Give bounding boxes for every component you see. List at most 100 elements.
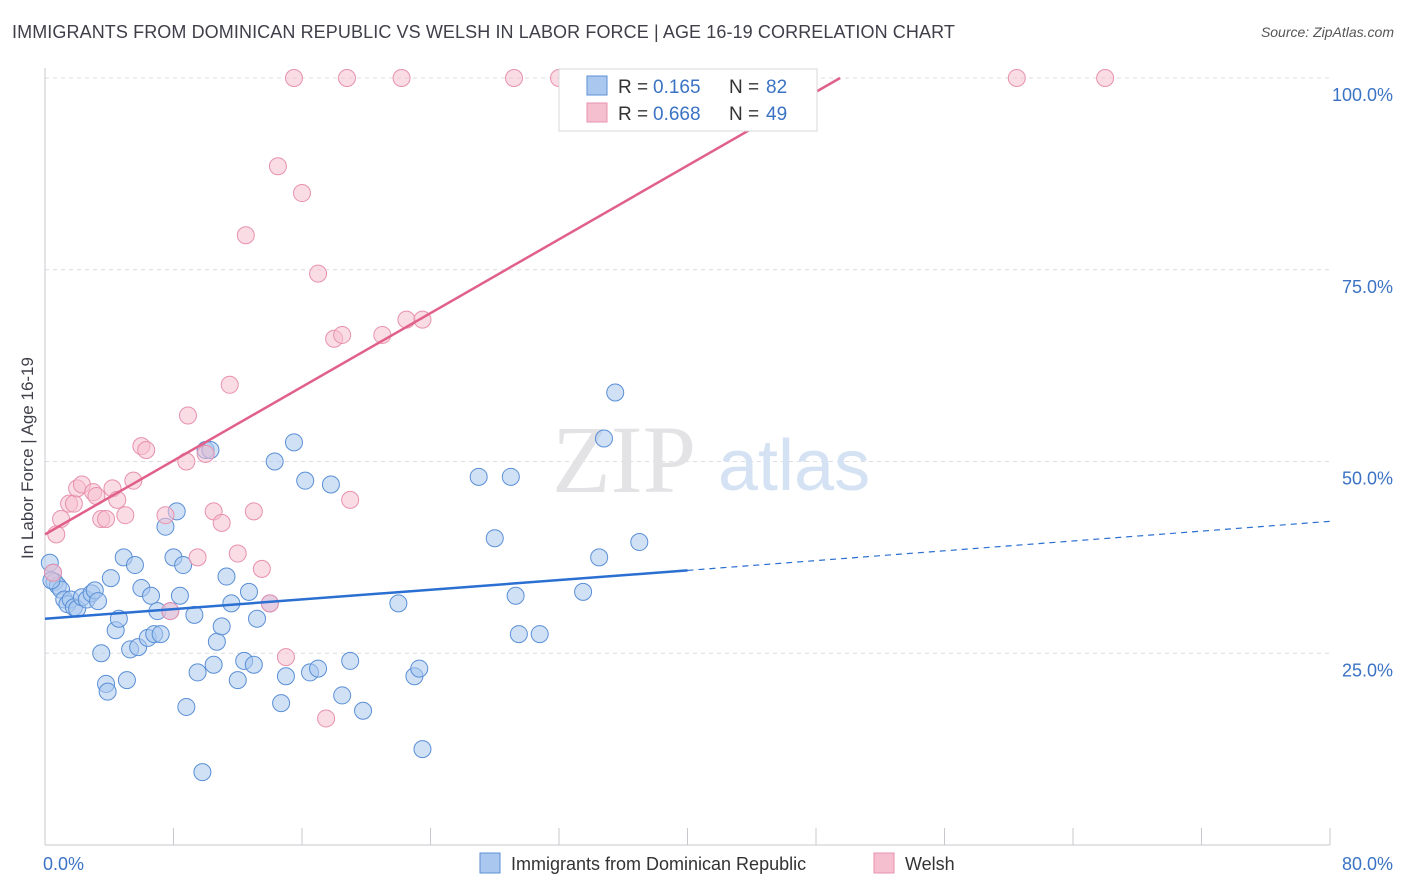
point-dominican-69 bbox=[413, 740, 432, 759]
x-tick-labels: 0.0% 80.0% bbox=[43, 854, 1393, 874]
point-dominican-15 bbox=[92, 644, 111, 663]
point-dominican-51 bbox=[239, 582, 258, 601]
point-welsh-16 bbox=[137, 440, 156, 459]
point-welsh-24 bbox=[212, 513, 231, 532]
trend-lines bbox=[44, 76, 1331, 620]
bottom-legend-label-welsh: Welsh bbox=[905, 854, 955, 874]
point-dominican-41 bbox=[193, 763, 212, 782]
point-welsh-43 bbox=[337, 69, 356, 87]
point-dominican-40 bbox=[188, 663, 207, 682]
point-welsh-31 bbox=[268, 157, 287, 176]
point-dominican-31 bbox=[151, 625, 170, 644]
point-dominican-75 bbox=[530, 625, 549, 644]
point-welsh-37 bbox=[333, 325, 352, 344]
point-dominican-38 bbox=[177, 697, 196, 716]
y-tick-label-1: 50.0% bbox=[1342, 469, 1393, 489]
point-dominican-64 bbox=[341, 651, 360, 670]
legend-box: R = 0.165 N = 82 R = 0.668 N = 49 bbox=[558, 68, 818, 132]
point-dominican-72 bbox=[501, 467, 520, 486]
y-axis-label: In Labor Force | Age 16-19 bbox=[18, 357, 37, 559]
bottom-legend-swatch-dominican bbox=[479, 852, 501, 874]
point-dominican-76 bbox=[574, 582, 593, 601]
legend-n-value-2: 49 bbox=[766, 104, 787, 125]
point-dominican-52 bbox=[244, 655, 263, 674]
point-welsh-4 bbox=[64, 494, 83, 513]
point-dominican-49 bbox=[228, 671, 247, 690]
point-dominican-74 bbox=[509, 625, 528, 644]
point-dominican-18 bbox=[101, 569, 120, 588]
point-welsh-38 bbox=[341, 490, 360, 509]
point-dominican-78 bbox=[594, 429, 613, 448]
point-welsh-47 bbox=[1007, 69, 1026, 87]
x-tick-label-0: 0.0% bbox=[43, 854, 84, 874]
point-dominican-61 bbox=[309, 659, 328, 678]
point-welsh-0 bbox=[44, 563, 63, 582]
point-dominican-70 bbox=[469, 467, 488, 486]
watermark: ZIP atlas bbox=[552, 406, 870, 513]
point-dominican-63 bbox=[333, 686, 352, 705]
point-dominican-65 bbox=[354, 701, 373, 720]
x-tick-label-1: 80.0% bbox=[1342, 854, 1393, 874]
chart-title: IMMIGRANTS FROM DOMINICAN REPUBLIC VS WE… bbox=[12, 22, 955, 42]
point-dominican-45 bbox=[207, 632, 226, 651]
legend-n-value-1: 82 bbox=[766, 77, 787, 98]
point-welsh-48 bbox=[1096, 69, 1115, 87]
bottom-legend-swatch-welsh bbox=[873, 852, 895, 874]
point-dominican-22 bbox=[117, 671, 136, 690]
point-welsh-18 bbox=[161, 602, 180, 621]
point-dominican-73 bbox=[506, 586, 525, 605]
axes bbox=[44, 68, 1331, 846]
legend-n-label-1: N = bbox=[729, 77, 759, 98]
trend-line-dominican bbox=[44, 569, 688, 620]
trend-line-welsh bbox=[44, 76, 841, 536]
point-dominican-59 bbox=[296, 471, 315, 490]
point-dominican-14 bbox=[89, 592, 108, 611]
y-tick-label-3: 100.0% bbox=[1332, 85, 1393, 105]
y-tick-labels: 25.0% 50.0% 75.0% 100.0% bbox=[1332, 85, 1393, 680]
point-dominican-28 bbox=[142, 586, 161, 605]
point-dominican-46 bbox=[212, 617, 231, 636]
point-welsh-29 bbox=[252, 559, 271, 578]
point-welsh-33 bbox=[293, 184, 311, 203]
point-dominican-58 bbox=[284, 433, 303, 452]
point-dominican-80 bbox=[630, 533, 649, 552]
point-dominican-56 bbox=[272, 694, 291, 713]
point-welsh-25 bbox=[220, 375, 239, 394]
point-dominican-44 bbox=[204, 655, 223, 674]
bottom-legend-label-dominican: Immigrants from Dominican Republic bbox=[511, 854, 806, 874]
legend-n-label-2: N = bbox=[729, 104, 759, 125]
point-dominican-37 bbox=[174, 556, 193, 575]
legend-r-label-2: R = bbox=[618, 104, 648, 125]
point-welsh-10 bbox=[97, 510, 116, 529]
legend-swatch-dominican bbox=[586, 75, 608, 96]
legend-r-label-1: R = bbox=[618, 77, 648, 98]
point-welsh-32 bbox=[276, 648, 295, 667]
legend-swatch-welsh bbox=[586, 102, 608, 123]
point-dominican-62 bbox=[321, 475, 340, 494]
point-dominican-47 bbox=[217, 567, 236, 586]
point-dominican-66 bbox=[389, 594, 408, 613]
series-welsh-points bbox=[44, 69, 1115, 728]
point-welsh-45 bbox=[505, 69, 524, 87]
point-dominican-36 bbox=[170, 586, 189, 605]
point-welsh-42 bbox=[284, 69, 303, 87]
point-dominican-53 bbox=[248, 609, 267, 628]
point-dominican-17 bbox=[98, 682, 117, 701]
point-dominican-55 bbox=[265, 452, 284, 471]
point-welsh-34 bbox=[309, 264, 328, 283]
point-dominican-57 bbox=[276, 667, 295, 686]
point-dominican-71 bbox=[485, 529, 504, 548]
point-welsh-22 bbox=[196, 444, 215, 463]
point-welsh-13 bbox=[116, 506, 135, 525]
point-welsh-27 bbox=[236, 226, 255, 245]
watermark-zip: ZIP bbox=[552, 406, 696, 513]
point-dominican-24 bbox=[125, 556, 144, 575]
y-tick-label-0: 25.0% bbox=[1342, 660, 1393, 680]
point-welsh-44 bbox=[392, 69, 411, 87]
watermark-atlas: atlas bbox=[718, 426, 870, 506]
bottom-legend: Immigrants from Dominican Republic Welsh bbox=[479, 852, 955, 874]
point-welsh-21 bbox=[188, 548, 207, 567]
point-dominican-79 bbox=[606, 383, 625, 402]
point-welsh-17 bbox=[156, 506, 175, 525]
